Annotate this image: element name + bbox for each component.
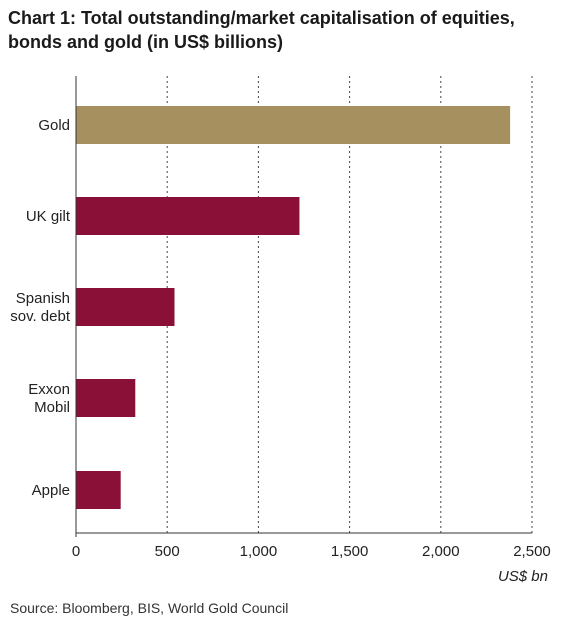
x-tick-label-2: 1,000 bbox=[240, 543, 278, 560]
source-note: Source: Bloomberg, BIS, World Gold Counc… bbox=[10, 600, 289, 616]
x-tick-label-5: 2,500 bbox=[513, 543, 551, 560]
title-line-2: bonds and gold (in US$ billions) bbox=[8, 32, 283, 52]
x-tick-label-4: 2,000 bbox=[422, 543, 460, 560]
x-tick-label-3: 1,500 bbox=[331, 543, 369, 560]
bar-2 bbox=[76, 288, 175, 326]
bar-1 bbox=[76, 197, 300, 235]
x-axis-label: US$ bn bbox=[498, 568, 548, 585]
category-label-0: Gold bbox=[38, 117, 70, 134]
chart-title: Chart 1: Total outstanding/market capita… bbox=[8, 6, 563, 54]
title-line-1: Chart 1: Total outstanding/market capita… bbox=[8, 8, 515, 28]
category-label-3-1: Mobil bbox=[34, 399, 70, 416]
x-tick-label-1: 500 bbox=[155, 543, 180, 560]
category-label-1: UK gilt bbox=[26, 208, 71, 225]
category-label-2-0: Spanish bbox=[16, 290, 70, 307]
bar-3 bbox=[76, 379, 136, 417]
x-tick-label-0: 0 bbox=[72, 543, 80, 560]
category-label-3-0: Exxon bbox=[28, 381, 70, 398]
bar-0 bbox=[76, 106, 511, 144]
category-label-2-1: sov. debt bbox=[10, 308, 71, 325]
category-label-4: Apple bbox=[32, 482, 70, 499]
bar-4 bbox=[76, 471, 121, 509]
